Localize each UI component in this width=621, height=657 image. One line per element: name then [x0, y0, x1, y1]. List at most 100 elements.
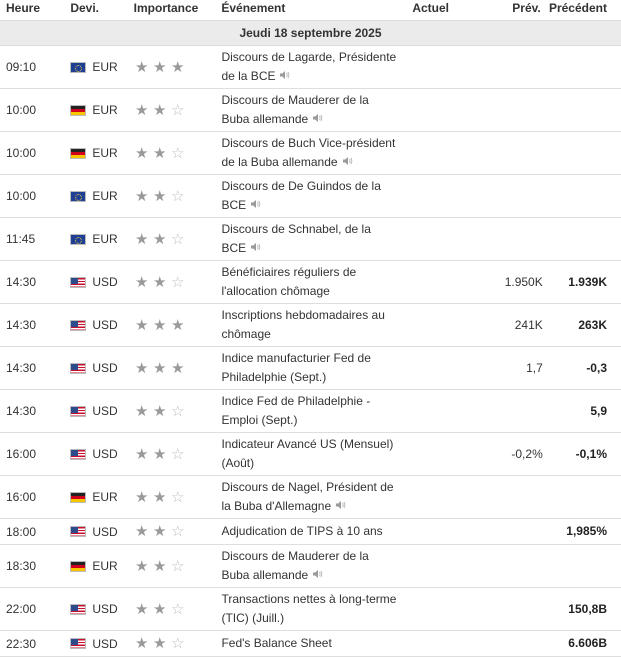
currency-code: USD — [92, 602, 118, 616]
importance-rating: ★ ★ ☆ — [131, 404, 218, 419]
event-name[interactable]: Discours de Buch Vice-président de la Bub… — [217, 134, 402, 172]
event-name[interactable]: Indice Fed de Philadelphie - Emploi (Sept… — [217, 392, 402, 430]
star-filled-icon: ★ — [170, 316, 185, 334]
currency-code: EUR — [92, 232, 118, 246]
star-filled-icon: ★ — [134, 273, 149, 291]
star-empty-icon: ☆ — [170, 402, 185, 420]
event-name[interactable]: Discours de De Guindos de la BCE — [217, 177, 402, 215]
speaker-icon[interactable] — [342, 153, 353, 172]
event-name[interactable]: Fed's Balance Sheet — [217, 634, 402, 653]
event-name[interactable]: Indicateur Avancé US (Mensuel) (Août) — [217, 435, 402, 473]
star-filled-icon: ★ — [170, 359, 185, 377]
event-time: 14:30 — [6, 275, 37, 289]
event-name[interactable]: Adjudication de TIPS à 10 ans — [217, 522, 402, 541]
speaker-icon[interactable] — [312, 566, 323, 585]
star-empty-icon: ☆ — [170, 557, 185, 575]
importance-rating: ★ ★ ☆ — [131, 232, 218, 247]
de-flag-icon — [70, 147, 87, 159]
table-row[interactable]: 09:10 EUR ★ ★ ★ Discours de Lagarde, Prési… — [0, 46, 621, 89]
table-row[interactable]: 16:00 EUR ★ ★ ☆ Discours de Nagel, Préside… — [0, 476, 621, 519]
event-forecast: 1.950K — [504, 274, 543, 289]
table-row[interactable]: 14:30 USD ★ ★ ★ Inscriptions hebdomadaires… — [0, 304, 621, 347]
col-header-importance[interactable]: Importance — [133, 1, 199, 15]
col-header-forecast[interactable]: Prév. — [512, 1, 541, 15]
table-row[interactable]: 14:30 USD ★ ★ ☆ Indice Fed de Philadelphie… — [0, 390, 621, 433]
event-previous: 1.939K — [568, 274, 607, 289]
currency-code: USD — [92, 524, 118, 539]
table-row[interactable]: 18:30 EUR ★ ★ ☆ Discours de Mauderer de la… — [0, 545, 621, 588]
currency-code: USD — [92, 318, 118, 332]
event-forecast: -0,2% — [511, 446, 543, 461]
event-line-2: (Août) — [221, 456, 255, 470]
event-name[interactable]: Discours de Mauderer de la Buba allemande — [217, 547, 402, 585]
us-flag-icon — [70, 638, 87, 649]
us-flag-icon — [70, 603, 87, 615]
col-header-currency[interactable]: Devi. — [70, 1, 100, 15]
event-previous: 150,8B — [568, 601, 607, 616]
event-line-1: Fed's Balance Sheet — [221, 636, 332, 650]
event-line-1: Discours de Nagel, Président de — [221, 479, 394, 494]
table-row[interactable]: 18:00 USD ★ ★ ☆ Adjudication de TIPS à 10 … — [0, 519, 621, 545]
currency-code: USD — [92, 361, 118, 375]
event-name[interactable]: Discours de Lagarde, Présidente de la BCE — [217, 48, 402, 86]
table-row[interactable]: 14:30 USD ★ ★ ★ Indice manufacturier Fed d… — [0, 347, 621, 390]
eu-flag-icon — [70, 190, 87, 202]
table-row[interactable]: 14:30 USD ★ ★ ☆ Bénéficiaires réguliers de… — [0, 261, 621, 304]
event-name[interactable]: Discours de Mauderer de la Buba allemande — [217, 91, 402, 129]
event-name[interactable]: Bénéficiaires réguliers de l'allocation c… — [217, 263, 402, 301]
star-filled-icon: ★ — [134, 230, 149, 248]
table-row[interactable]: 11:45 EUR ★ ★ ☆ Discours de Schnabel, de l… — [0, 218, 621, 261]
currency-code: EUR — [92, 60, 118, 74]
event-line-2: BCE — [221, 196, 402, 215]
col-header-actual[interactable]: Actuel — [412, 1, 450, 15]
importance-rating: ★ ★ ☆ — [131, 490, 218, 505]
event-name[interactable]: Transactions nettes à long-terme (TIC) (J… — [217, 590, 402, 628]
speaker-icon[interactable] — [335, 497, 346, 516]
de-flag-icon — [70, 491, 87, 503]
table-row[interactable]: 10:00 EUR ★ ★ ☆ Discours de De Guindos de … — [0, 175, 621, 218]
event-previous: -0,3 — [586, 360, 607, 375]
event-name[interactable]: Discours de Schnabel, de la BCE — [217, 220, 402, 258]
eu-flag-icon — [70, 61, 87, 73]
currency-code: EUR — [92, 490, 118, 504]
speaker-icon[interactable] — [312, 110, 323, 129]
table-row[interactable]: 10:00 EUR ★ ★ ☆ Discours de Buch Vice-prés… — [0, 132, 621, 175]
col-header-previous[interactable]: Précédent — [548, 1, 607, 15]
event-time: 22:30 — [6, 636, 37, 651]
event-line-1: Discours de Buch Vice-président — [221, 135, 396, 150]
star-filled-icon: ★ — [152, 316, 167, 334]
event-time: 14:30 — [6, 404, 37, 418]
event-forecast: 241K — [514, 317, 543, 332]
col-header-time[interactable]: Heure — [6, 1, 41, 15]
event-currency: USD — [66, 404, 130, 418]
col-header-event[interactable]: Événement — [221, 1, 286, 15]
event-name[interactable]: Discours de Nagel, Président de la Buba d… — [217, 478, 402, 516]
event-name[interactable]: Indice manufacturier Fed de Philadelphie … — [217, 349, 402, 387]
star-filled-icon: ★ — [134, 359, 149, 377]
currency-code: USD — [92, 275, 118, 289]
importance-rating: ★ ★ ☆ — [131, 146, 218, 161]
event-time: 10:00 — [6, 103, 37, 117]
event-forecast: 1,7 — [526, 360, 543, 375]
importance-rating: ★ ★ ☆ — [131, 559, 218, 574]
event-time: 18:00 — [6, 524, 37, 539]
table-row[interactable]: 22:00 USD ★ ★ ☆ Transactions nettes à long… — [0, 588, 621, 631]
us-flag-icon — [70, 526, 87, 537]
star-filled-icon: ★ — [134, 635, 149, 652]
event-line-1: Discours de Mauderer de la — [221, 92, 369, 107]
speaker-icon[interactable] — [250, 196, 261, 215]
event-line-2: BCE — [221, 239, 402, 258]
star-filled-icon: ★ — [134, 523, 149, 540]
star-filled-icon: ★ — [152, 557, 167, 575]
table-row[interactable]: 22:30 USD ★ ★ ☆ Fed's Balance Sheet 6.606B — [0, 631, 621, 657]
event-currency: EUR — [66, 490, 130, 504]
importance-rating: ★ ★ ☆ — [131, 275, 218, 290]
star-filled-icon: ★ — [170, 58, 185, 76]
table-row[interactable]: 10:00 EUR ★ ★ ☆ Discours de Mauderer de la… — [0, 89, 621, 132]
speaker-icon[interactable] — [279, 67, 290, 86]
event-name[interactable]: Inscriptions hebdomadaires au chômage — [217, 306, 402, 344]
importance-rating: ★ ★ ☆ — [131, 524, 218, 539]
table-row[interactable]: 16:00 USD ★ ★ ☆ Indicateur Avancé US (Mens… — [0, 433, 621, 476]
speaker-icon[interactable] — [250, 239, 261, 258]
star-empty-icon: ☆ — [170, 144, 185, 162]
